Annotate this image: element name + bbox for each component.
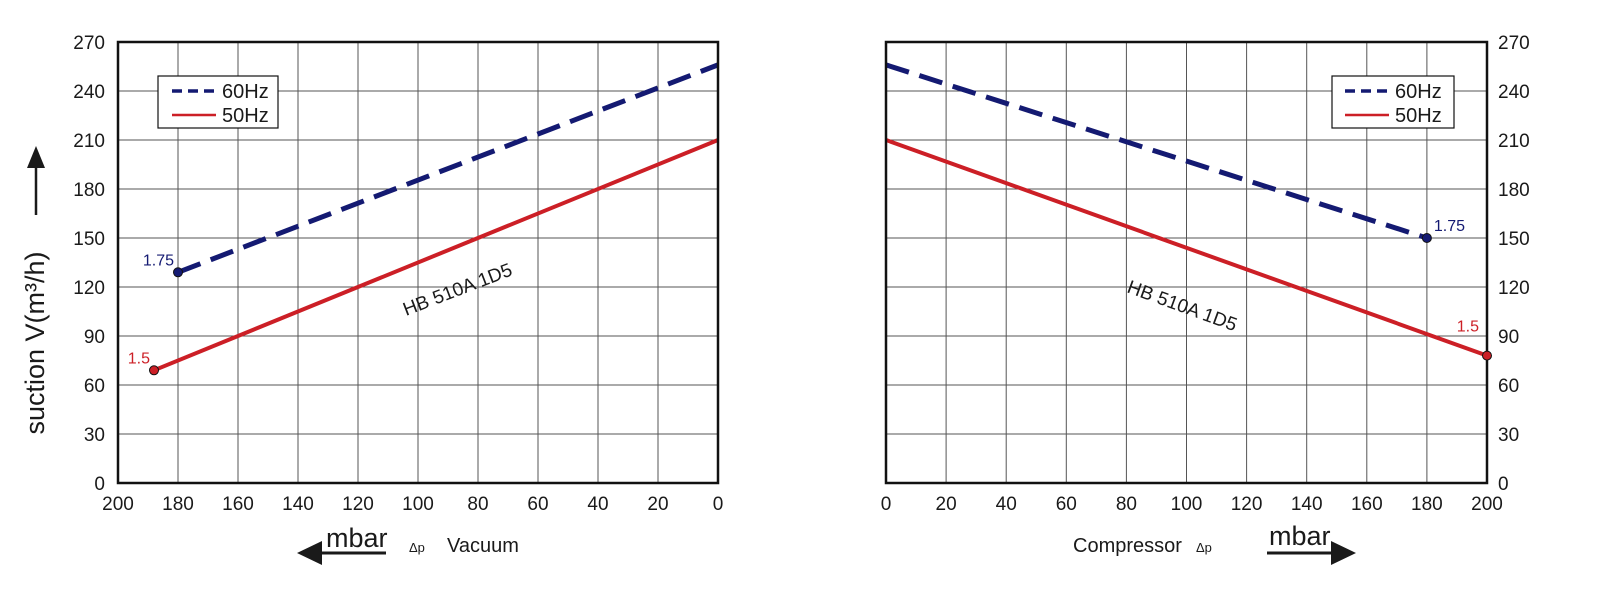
x-tick-label: 60 [527,494,548,515]
y-tick-label: 240 [1498,82,1530,103]
compressor-series [885,62,1488,358]
y-tick-label: 90 [1498,327,1519,348]
series-end-point [1482,350,1492,361]
y-tick-label: 210 [1498,131,1530,152]
x-tick-label: 0 [713,494,724,515]
x-tick-label: 200 [1471,494,1503,515]
vacuum-delta-label: Δp [409,540,425,555]
y-tick-label: 150 [1498,229,1530,250]
x-tick-label: 100 [402,494,434,515]
x-tick-label: 140 [282,494,314,515]
compressor-mbar-arrow-head [1331,541,1356,565]
x-tick-label: 120 [1231,494,1263,515]
compressor-chart: 0 20 40 60 80 100 120 140 160 180 200 0 30 60 90 120 15… [881,33,1530,565]
x-tick-label: 120 [342,494,374,515]
compressor-delta-label: Δp [1196,540,1212,555]
x-tick-label: 140 [1291,494,1323,515]
x-tick-label: 80 [467,494,488,515]
series-end-label: 1.75 [143,252,174,269]
compressor-legend-box [1331,75,1455,129]
vacuum-grid [118,42,718,483]
compressor-model-label: HB 510A 1D5 [1124,277,1239,336]
compressor-y-ticks: 0 30 60 90 120 150 180 210 240 270 [1498,33,1530,495]
vacuum-word-label: Vacuum [447,535,519,557]
vacuum-y-ticks: 0 30 60 90 120 150 180 210 240 270 [73,33,105,495]
y-tick-label: 0 [1498,474,1509,495]
compressor-x-axis-caption: Compressor Δp mbar [1073,521,1356,565]
series-end-point [173,267,183,278]
series-line-50hz [153,138,719,373]
x-tick-label: 160 [222,494,254,515]
y-tick-label: 270 [73,33,105,54]
y-tick-label: 150 [73,229,105,250]
vacuum-legend-60hz-label: 60Hz [222,81,269,103]
compressor-word-label: Compressor [1073,535,1182,557]
compressor-mbar-label: mbar [1269,521,1331,551]
y-tick-label: 120 [73,278,105,299]
series-line-50hz [885,138,1488,358]
x-tick-label: 0 [881,494,892,515]
y-tick-label: 90 [84,327,105,348]
y-axis-title: suction V(m³/h) [20,251,50,434]
compressor-grid [886,42,1487,483]
x-tick-label: 100 [1171,494,1203,515]
compressor-legend-60hz-label: 60Hz [1395,81,1442,103]
y-tick-label: 30 [84,425,105,446]
x-tick-label: 20 [647,494,668,515]
compressor-x-ticks: 0 20 40 60 80 100 120 140 160 180 200 [881,494,1503,515]
y-tick-label: 210 [73,131,105,152]
vacuum-series [153,62,719,373]
y-tick-label: 180 [1498,180,1530,201]
y-tick-label: 60 [84,376,105,397]
series-end-label: 1.5 [128,350,150,367]
series-line-60hz [885,62,1428,241]
x-tick-label: 180 [1411,494,1443,515]
vacuum-chart: 200 180 160 140 120 100 80 60 40 20 0 030609012015… [73,33,723,565]
x-tick-label: 180 [162,494,194,515]
y-tick-label: 120 [1498,278,1530,299]
series-end-label: 1.5 [1457,319,1479,336]
y-tick-label: 60 [1498,376,1519,397]
series-end-point [149,365,159,376]
y-tick-label: 270 [1498,33,1530,54]
series-end-point [1421,233,1432,243]
y-tick-label: 0 [94,474,105,495]
vacuum-x-axis-caption: mbar Δp Vacuum [297,523,519,565]
x-tick-label: 20 [936,494,957,515]
vacuum-legend-box [157,75,279,129]
y-tick-label: 240 [73,82,105,103]
vacuum-frame [116,40,720,485]
vacuum-legend: 60Hz 50Hz [157,75,279,129]
x-tick-label: 80 [1116,494,1137,515]
x-tick-label: 40 [587,494,608,515]
vacuum-end-labels: 1.75 1.5 [128,252,183,376]
y-tick-label: 180 [73,180,105,201]
x-tick-label: 200 [102,494,134,515]
compressor-legend-50hz-label: 50Hz [1395,105,1442,127]
vacuum-mbar-arrow-head [297,541,322,565]
vacuum-mbar-label: mbar [326,523,388,553]
y-axis-title-group: suction V(m³/h) [20,146,50,435]
y-tick-label: 30 [1498,425,1519,446]
compressor-end-labels: 1.75 1.5 [1421,218,1492,361]
compressor-legend: 60Hz 50Hz [1331,75,1455,129]
y-axis-arrow-head [27,146,45,168]
vacuum-legend-50hz-label: 50Hz [222,105,269,127]
compressor-frame [884,40,1489,485]
x-tick-label: 60 [1056,494,1077,515]
x-tick-label: 160 [1351,494,1383,515]
vacuum-x-ticks: 200 180 160 140 120 100 80 60 40 20 0 [102,494,723,515]
series-end-label: 1.75 [1434,218,1465,235]
x-tick-label: 40 [996,494,1017,515]
series-line-60hz [177,62,719,275]
